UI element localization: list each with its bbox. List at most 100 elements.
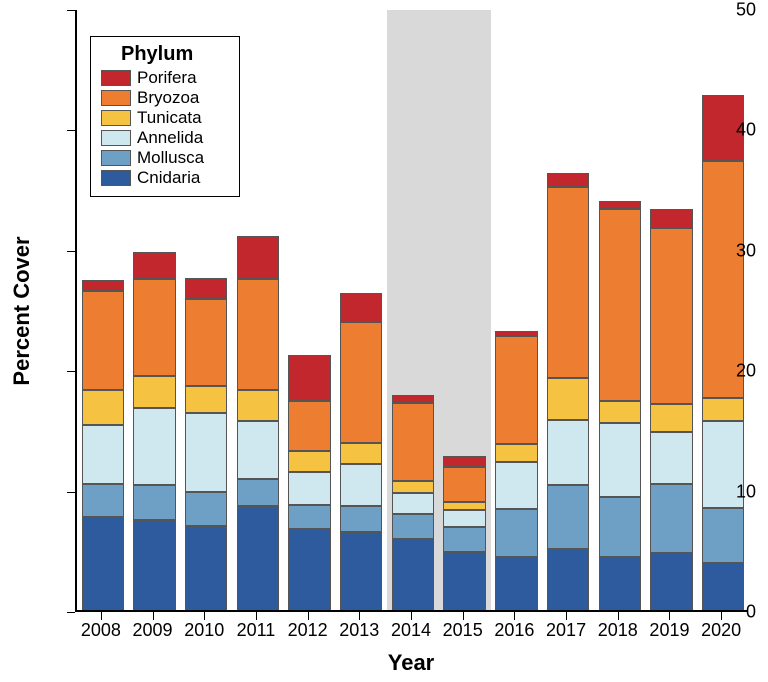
- segment-tunicata: [82, 390, 124, 425]
- y-tick: [67, 492, 75, 493]
- x-tick: [359, 612, 360, 620]
- legend-row: Cnidaria: [101, 168, 229, 188]
- segment-tunicata: [702, 398, 744, 421]
- segment-bryozoa: [443, 467, 485, 502]
- segment-mollusca: [495, 509, 537, 557]
- segment-porifera: [133, 252, 175, 278]
- segment-mollusca: [702, 508, 744, 563]
- x-tick-label: 2018: [598, 620, 638, 641]
- legend-title: Phylum: [121, 43, 229, 66]
- legend: Phylum PoriferaBryozoaTunicataAnnelidaMo…: [90, 36, 240, 197]
- segment-tunicata: [443, 502, 485, 510]
- y-tick: [67, 371, 75, 372]
- segment-bryozoa: [599, 209, 641, 400]
- segment-mollusca: [599, 497, 641, 557]
- segment-mollusca: [340, 506, 382, 531]
- x-tick: [101, 612, 102, 620]
- y-tick: [67, 612, 75, 613]
- segment-porifera: [495, 331, 537, 336]
- segment-annelida: [547, 420, 589, 485]
- segment-porifera: [185, 278, 227, 300]
- segment-bryozoa: [392, 403, 434, 481]
- segment-tunicata: [547, 378, 589, 420]
- legend-label: Annelida: [137, 128, 203, 148]
- segment-porifera: [288, 355, 330, 401]
- segment-cnidaria: [547, 549, 589, 610]
- segment-porifera: [237, 236, 279, 279]
- legend-swatch: [101, 90, 131, 106]
- segment-mollusca: [443, 527, 485, 552]
- x-tick-label: 2008: [81, 620, 121, 641]
- legend-swatch: [101, 70, 131, 86]
- segment-porifera: [599, 201, 641, 209]
- legend-swatch: [101, 110, 131, 126]
- segment-mollusca: [133, 485, 175, 520]
- y-tick: [67, 251, 75, 252]
- segment-tunicata: [340, 443, 382, 465]
- x-tick: [566, 612, 567, 620]
- x-tick: [618, 612, 619, 620]
- legend-label: Porifera: [137, 68, 197, 88]
- segment-bryozoa: [133, 279, 175, 377]
- segment-cnidaria: [133, 520, 175, 610]
- x-tick: [411, 612, 412, 620]
- segment-annelida: [392, 493, 434, 513]
- segment-bryozoa: [288, 401, 330, 452]
- y-tick-label: 10: [681, 481, 768, 502]
- segment-cnidaria: [443, 552, 485, 610]
- segment-annelida: [185, 413, 227, 492]
- segment-mollusca: [288, 505, 330, 529]
- segment-porifera: [82, 280, 124, 291]
- segment-mollusca: [237, 479, 279, 507]
- x-tick: [204, 612, 205, 620]
- segment-annelida: [340, 464, 382, 506]
- x-tick-label: 2010: [184, 620, 224, 641]
- segment-annelida: [443, 510, 485, 527]
- segment-annelida: [288, 472, 330, 506]
- segment-annelida: [82, 425, 124, 484]
- x-tick-label: 2016: [494, 620, 534, 641]
- x-tick-label: 2015: [443, 620, 483, 641]
- segment-cnidaria: [392, 539, 434, 610]
- segment-cnidaria: [237, 506, 279, 610]
- segment-tunicata: [599, 401, 641, 424]
- legend-swatch: [101, 170, 131, 186]
- segment-mollusca: [392, 514, 434, 539]
- legend-label: Cnidaria: [137, 168, 200, 188]
- segment-tunicata: [392, 481, 434, 493]
- legend-label: Mollusca: [137, 148, 204, 168]
- segment-porifera: [392, 395, 434, 403]
- segment-tunicata: [495, 444, 537, 462]
- legend-row: Bryozoa: [101, 88, 229, 108]
- segment-annelida: [237, 421, 279, 479]
- segment-tunicata: [133, 376, 175, 407]
- x-tick: [308, 612, 309, 620]
- segment-mollusca: [82, 484, 124, 518]
- legend-row: Porifera: [101, 68, 229, 88]
- segment-bryozoa: [82, 291, 124, 390]
- y-axis-title: Percent Cover: [9, 236, 35, 385]
- chart-root: Percent Cover Year Phylum PoriferaBryozo…: [0, 0, 768, 682]
- x-tick: [153, 612, 154, 620]
- x-tick: [721, 612, 722, 620]
- segment-cnidaria: [288, 529, 330, 610]
- y-tick-label: 50: [681, 0, 768, 21]
- segment-cnidaria: [599, 557, 641, 610]
- segment-cnidaria: [82, 517, 124, 610]
- segment-tunicata: [650, 404, 692, 432]
- segment-cnidaria: [185, 526, 227, 610]
- legend-items: PoriferaBryozoaTunicataAnnelidaMolluscaC…: [101, 68, 229, 188]
- x-tick-label: 2017: [546, 620, 586, 641]
- y-tick-label: 40: [681, 120, 768, 141]
- x-tick-label: 2019: [649, 620, 689, 641]
- x-tick-label: 2013: [339, 620, 379, 641]
- segment-porifera: [443, 456, 485, 467]
- segment-annelida: [599, 423, 641, 496]
- x-axis-title: Year: [388, 650, 435, 676]
- y-tick: [67, 130, 75, 131]
- y-tick: [67, 10, 75, 11]
- legend-label: Tunicata: [137, 108, 202, 128]
- segment-bryozoa: [340, 322, 382, 442]
- segment-mollusca: [185, 492, 227, 526]
- x-tick-label: 2011: [237, 620, 276, 641]
